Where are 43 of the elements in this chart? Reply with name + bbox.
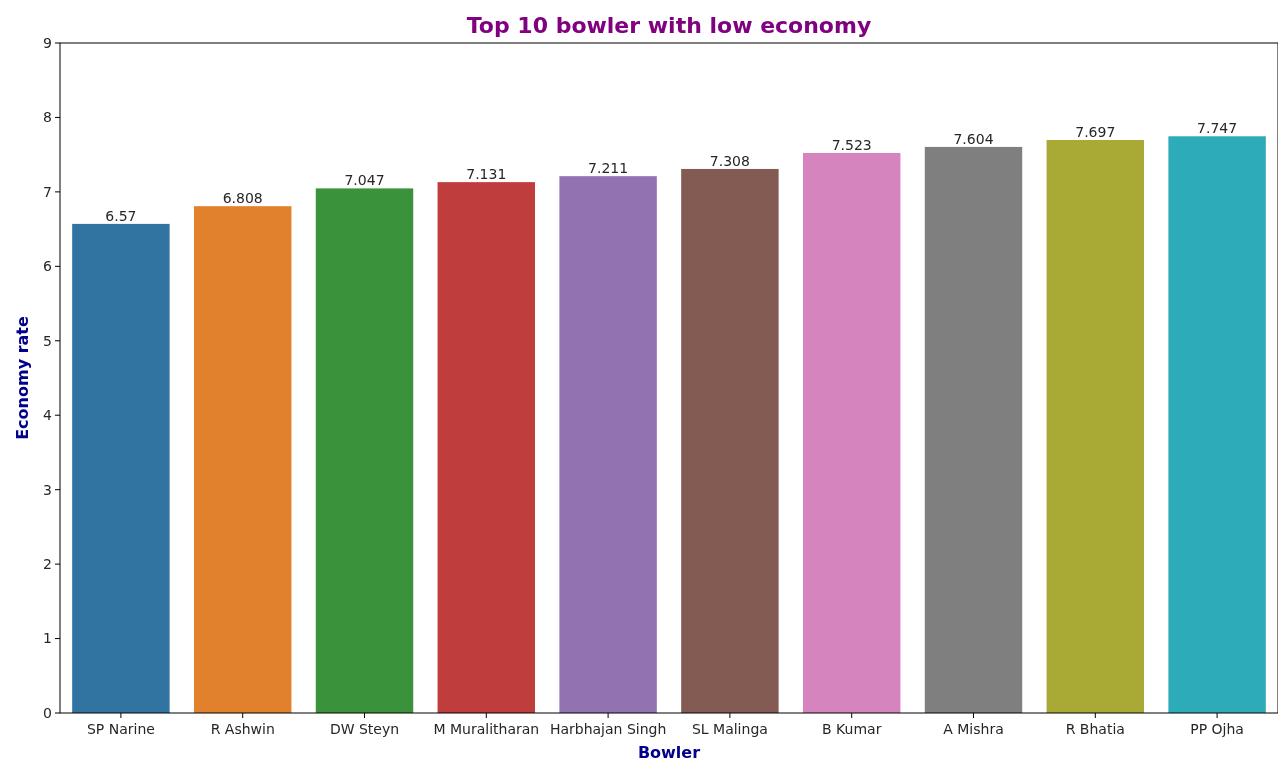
y-tick-label: 2 [43,556,52,573]
data-label: 7.047 [344,172,385,189]
bar [72,223,170,713]
data-label: 6.808 [222,190,263,207]
x-tick-label: R Bhatia [1065,721,1125,737]
bar [437,182,536,713]
y-tick-label: 8 [43,109,52,126]
x-axis-title: Bowler [637,743,701,762]
chart-title: Top 10 bowler with low economy [466,13,872,38]
x-tick-label: B Kumar [822,721,882,737]
y-tick-label: 4 [43,407,53,424]
y-tick-label: 5 [43,332,52,349]
data-label: 7.523 [831,136,872,153]
bar [1046,140,1145,713]
x-tick-label: SP Narine [86,721,155,737]
y-tick-label: 6 [43,258,53,275]
data-label: 7.604 [953,130,994,147]
bar [559,176,657,713]
data-label: 7.308 [709,152,750,169]
x-tick-label: A Mishra [943,721,1004,737]
bar [315,188,414,713]
bar [802,152,901,713]
data-label: 7.747 [1197,120,1238,137]
y-axis-title: Economy rate [13,316,32,440]
data-label: 6.57 [105,207,137,224]
bar [193,206,292,713]
x-tick-label: Harbhajan Singh [549,721,667,737]
x-tick-label: SL Malinga [691,721,768,737]
y-tick-label: 7 [43,183,52,200]
bar [924,146,1023,713]
x-tick-label: R Ashwin [210,721,275,737]
bar [1168,136,1266,713]
x-tick-label: DW Steyn [329,721,400,737]
y-tick-label: 0 [43,704,52,721]
y-tick-label: 1 [43,630,52,647]
y-tick-label: 9 [43,34,52,51]
bar [681,168,779,713]
x-tick-label: M Muralitharan [433,721,540,737]
data-label: 7.131 [466,166,507,183]
x-tick-label: PP Ojha [1190,721,1244,737]
y-tick-label: 3 [43,481,52,498]
data-label: 7.697 [1075,124,1116,140]
data-label: 7.211 [588,160,629,177]
